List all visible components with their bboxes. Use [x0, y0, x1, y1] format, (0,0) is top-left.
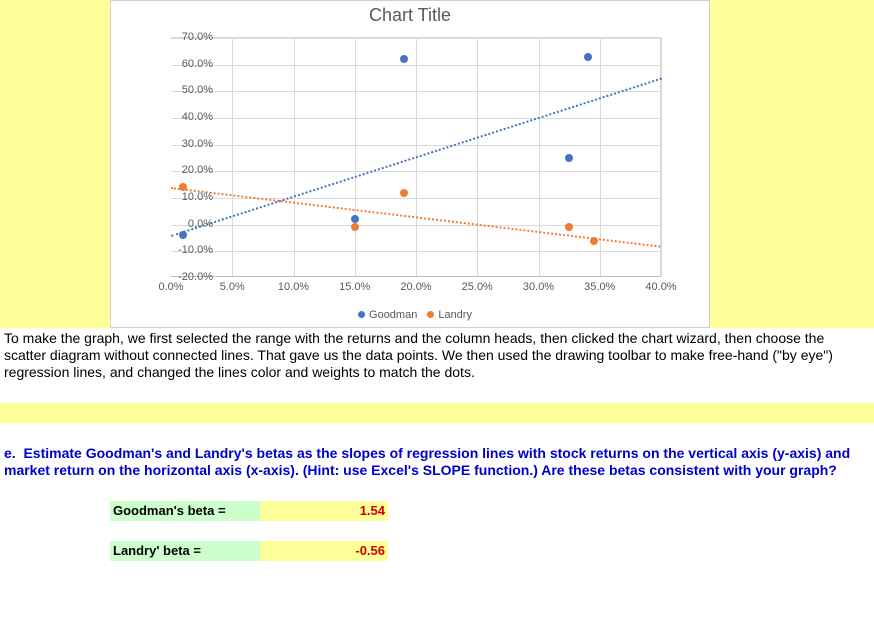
- empty-row: [0, 481, 874, 501]
- y-tick-label: -10.0%: [165, 244, 213, 256]
- empty-row: [0, 521, 874, 541]
- chart-legend: Goodman Landry: [111, 309, 709, 321]
- filler-right: [710, 0, 874, 328]
- plot-area: [171, 37, 661, 277]
- data-point-landry: [565, 223, 573, 231]
- x-tick-label: 5.0%: [220, 281, 245, 293]
- filler-left: [0, 0, 110, 328]
- y-tick-label: 20.0%: [165, 164, 213, 176]
- data-point-landry: [590, 237, 598, 245]
- goodman-beta-value: 1.54: [260, 501, 388, 521]
- x-tick-label: 0.0%: [158, 281, 183, 293]
- data-point-goodman: [179, 231, 187, 239]
- x-tick-label: 35.0%: [584, 281, 615, 293]
- x-tick-label: 25.0%: [462, 281, 493, 293]
- yellow-divider: [0, 403, 874, 423]
- landry-beta-label: Landry' beta =: [110, 541, 260, 561]
- y-tick-label: 50.0%: [165, 84, 213, 96]
- x-tick-label: 15.0%: [339, 281, 370, 293]
- data-point-goodman: [351, 215, 359, 223]
- y-tick-label: 30.0%: [165, 138, 213, 150]
- goodman-beta-row: Goodman's beta = 1.54: [0, 501, 874, 521]
- description-paragraph: To make the graph, we first selected the…: [0, 328, 874, 383]
- empty-row: [0, 423, 874, 443]
- x-tick-label: 10.0%: [278, 281, 309, 293]
- y-tick-label: 0.0%: [165, 218, 213, 230]
- x-tick-label: 20.0%: [400, 281, 431, 293]
- question-text: Estimate Goodman's and Landry's betas as…: [4, 445, 850, 478]
- data-point-goodman: [565, 154, 573, 162]
- x-tick-label: 40.0%: [645, 281, 676, 293]
- legend-dot-icon: [427, 311, 434, 318]
- legend-label: Landry: [438, 309, 472, 321]
- chart-row: Chart Title -20.0%-10.0%0.0%10.0%20.0%30…: [0, 0, 874, 328]
- goodman-beta-label: Goodman's beta =: [110, 501, 260, 521]
- data-point-landry: [400, 189, 408, 197]
- data-point-landry: [351, 223, 359, 231]
- question-letter: e.: [4, 445, 16, 461]
- landry-beta-row: Landry' beta = -0.56: [0, 541, 874, 561]
- y-tick-label: 10.0%: [165, 191, 213, 203]
- y-tick-label: 40.0%: [165, 111, 213, 123]
- legend-label: Goodman: [369, 309, 417, 321]
- chart: Chart Title -20.0%-10.0%0.0%10.0%20.0%30…: [110, 0, 710, 328]
- x-tick-label: 30.0%: [523, 281, 554, 293]
- empty-row: [0, 383, 874, 403]
- y-tick-label: 70.0%: [165, 31, 213, 43]
- y-tick-label: 60.0%: [165, 58, 213, 70]
- legend-dot-icon: [358, 311, 365, 318]
- question-e: e. Estimate Goodman's and Landry's betas…: [0, 443, 874, 481]
- chart-title: Chart Title: [111, 1, 709, 29]
- spreadsheet-sheet: Chart Title -20.0%-10.0%0.0%10.0%20.0%30…: [0, 0, 874, 561]
- data-point-goodman: [584, 53, 592, 61]
- data-point-goodman: [400, 55, 408, 63]
- landry-beta-value: -0.56: [260, 541, 388, 561]
